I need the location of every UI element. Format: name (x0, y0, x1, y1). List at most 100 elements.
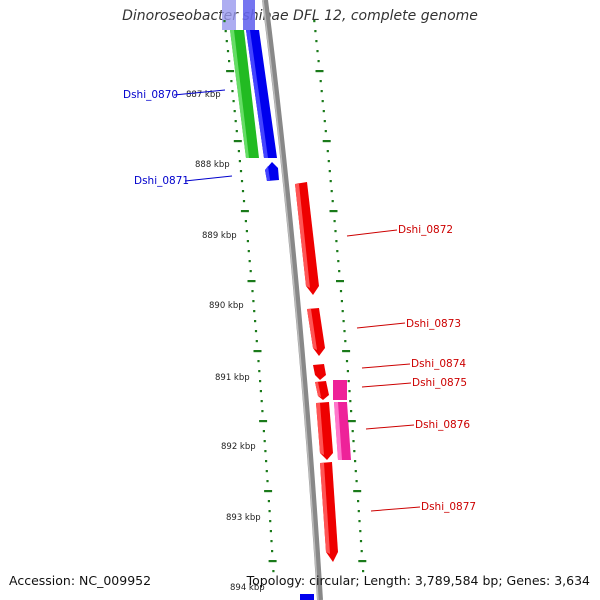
gene-Dshi_0876[interactable] (316, 402, 333, 460)
tick-mark (339, 290, 343, 293)
tick-mark (355, 480, 358, 483)
tick-mark (358, 560, 367, 563)
label-Dshi_0875[interactable]: Dshi_0875 (412, 377, 467, 389)
tick-mark (316, 50, 319, 53)
tick-mark (265, 460, 268, 463)
tick-mark (232, 100, 235, 103)
tick-mark (257, 360, 260, 363)
tick-mark (334, 230, 337, 233)
label-Dshi_0870[interactable]: Dshi_0870 (123, 89, 178, 101)
tick-mark (255, 340, 258, 343)
bottom-feature (300, 594, 314, 600)
tick-mark (342, 350, 351, 353)
ruler-label-888: 888 kbp (195, 160, 230, 170)
topology-text: Topology: circular; Length: 3,789,584 bp… (246, 573, 590, 588)
tick-mark (246, 240, 249, 243)
tick-mark (267, 500, 270, 503)
gene-Dshi_0872[interactable] (295, 182, 319, 295)
tick-mark (336, 280, 344, 283)
tick-mark (263, 440, 266, 443)
tick-mark (359, 530, 362, 533)
tick-mark (357, 510, 360, 513)
tick-mark (324, 130, 327, 133)
tick-mark (238, 160, 241, 163)
tick-mark (253, 310, 256, 313)
tick-mark (348, 390, 351, 393)
label-Dshi_0871[interactable]: Dshi_0871 (134, 175, 189, 187)
tick-mark (341, 310, 344, 313)
tick-mark (359, 540, 363, 543)
tick-mark (349, 400, 352, 403)
tick-mark (337, 260, 340, 263)
ruler: 887 kbp 888 kbp 889 kbp 890 kbp 891 kbp … (186, 90, 265, 593)
tick-mark (265, 470, 268, 473)
tick-mark (233, 140, 242, 143)
top-features (222, 0, 255, 30)
ruler-label-887: 887 kbp (186, 90, 221, 100)
label-Dshi_0872[interactable]: Dshi_0872 (398, 224, 453, 236)
gene-Dshi_0875[interactable] (315, 381, 329, 400)
tick-mark (241, 190, 245, 193)
tick-mark (252, 300, 255, 303)
gene-Dshi_0877[interactable] (320, 462, 338, 562)
tick-mark (225, 40, 228, 43)
tick-mark (233, 110, 236, 113)
tick-mark (338, 270, 341, 273)
tick-mark (235, 130, 238, 133)
magenta-feature (333, 380, 351, 460)
tick-mark (360, 550, 363, 553)
tick-mark (269, 530, 272, 533)
tick-mark (313, 20, 316, 23)
label-Dshi_0873[interactable]: Dshi_0873 (406, 318, 461, 330)
tick-mark (244, 220, 247, 223)
gene-Dshi_0873[interactable] (307, 308, 325, 356)
tick-mark (258, 370, 261, 373)
tick-mark (362, 570, 365, 573)
tick-mark (230, 80, 233, 83)
tick-mark (269, 520, 272, 523)
label-Dshi_0877[interactable]: Dshi_0877 (421, 501, 476, 513)
tick-mark (264, 490, 273, 493)
tick-mark (346, 370, 349, 373)
tick-mark (253, 350, 262, 353)
tick-mark (242, 200, 246, 203)
label-Dshi_0874[interactable]: Dshi_0874 (411, 358, 466, 370)
tick-mark (254, 320, 257, 323)
tick-mark (354, 470, 357, 473)
tick-mark (270, 540, 273, 543)
tick-mark (335, 240, 338, 243)
tick-mark (249, 270, 252, 273)
gene-Dshi_0871[interactable] (265, 162, 279, 181)
green-feature (230, 30, 259, 158)
tick-mark (319, 80, 322, 83)
tick-mark (247, 250, 250, 253)
tick-mark (317, 60, 320, 63)
tick-mark (358, 520, 361, 523)
tick-mark (231, 90, 234, 93)
label-Dshi_0876[interactable]: Dshi_0876 (415, 419, 470, 431)
tick-mark (336, 250, 339, 253)
tick-mark (345, 360, 349, 363)
tick-mark (350, 410, 353, 413)
gene-Dshi_0870[interactable] (246, 30, 277, 158)
tick-mark (259, 420, 268, 423)
tick-mark (226, 50, 230, 53)
tick-mark (323, 120, 326, 123)
tick-mark (272, 570, 275, 573)
tick-mark (321, 100, 324, 103)
tick-mark (266, 480, 269, 483)
tick-mark (234, 120, 237, 123)
tick-mark (251, 290, 254, 293)
tick-mark (353, 450, 356, 453)
ruler-label-894: 894 kbp (230, 583, 265, 593)
ruler-label-893: 893 kbp (226, 513, 261, 523)
tick-mark (328, 170, 331, 173)
gene-Dshi_0874[interactable] (313, 364, 326, 380)
tick-mark (239, 170, 243, 173)
tick-mark (240, 180, 244, 183)
tick-mark (245, 230, 248, 233)
tick-mark (330, 190, 333, 193)
tick-mark (326, 150, 329, 153)
ruler-label-891: 891 kbp (215, 373, 250, 383)
tick-mark (315, 40, 318, 43)
